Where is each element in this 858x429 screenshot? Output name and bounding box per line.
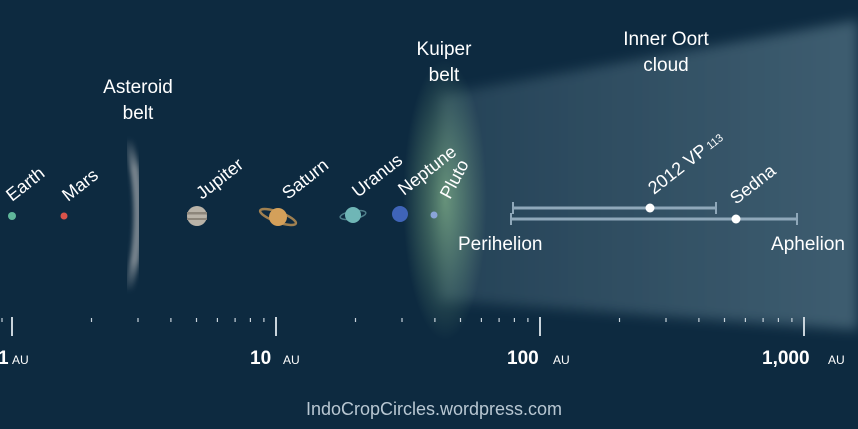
asteroid-belt-label-line2: belt (123, 103, 154, 124)
asteroid-belt-label: Asteroid (103, 77, 173, 98)
aphelion-label: Aphelion (771, 234, 845, 255)
axis-unit-10: AU (283, 353, 300, 367)
log-axis-ticks (1, 317, 805, 336)
axis-tick-label-10: 10 (250, 348, 271, 369)
kuiper-belt-label-line2: belt (429, 65, 460, 86)
axis-label-1000: 1,000 AU (762, 348, 845, 369)
planet-label-saturn: Saturn (278, 155, 332, 203)
axis-label-1: 1 AU (0, 348, 29, 369)
planet-mars: Mars (58, 165, 102, 220)
planet-saturn: Saturn (258, 155, 332, 227)
planet-label-jupiter: Jupiter (192, 154, 247, 203)
asteroid-belt-region (123, 136, 143, 294)
axis-tick-label-1000: 1,000 (762, 348, 810, 369)
axis-tick-label-1: 1 (0, 348, 9, 369)
axis-tick-label-100: 100 (507, 348, 539, 369)
inner-oort-cloud-region (440, 20, 858, 330)
axis-unit-100: AU (553, 353, 570, 367)
axis-unit-1: AU (12, 353, 29, 367)
inner-oort-cloud-label: Inner Oort (623, 29, 709, 50)
credit-watermark: IndoCropCircles.wordpress.com (306, 399, 562, 419)
inner-oort-cloud-label-line2: cloud (643, 55, 688, 76)
planet-jupiter: Jupiter (187, 154, 247, 226)
kuiper-belt-label: Kuiper (417, 39, 473, 60)
planet-label-uranus: Uranus (348, 150, 406, 201)
perihelion-label: Perihelion (458, 234, 543, 255)
kuiper-belt-region (403, 60, 487, 340)
axis-label-10: 10 AU (250, 348, 300, 369)
planet-earth: Earth (2, 163, 48, 220)
axis-unit-1000: AU (828, 353, 845, 367)
planet-label-mars: Mars (58, 165, 102, 205)
axis-label-100: 100 AU (507, 348, 570, 369)
planet-label-earth: Earth (2, 163, 48, 205)
